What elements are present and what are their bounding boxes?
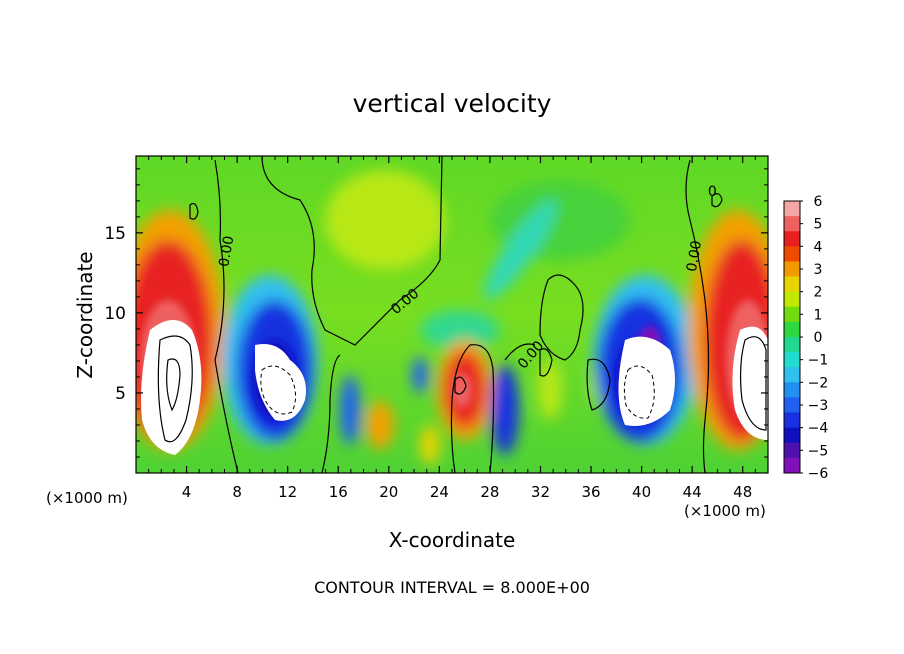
colorbar-swatch bbox=[784, 201, 800, 217]
x-tick-label: 24 bbox=[430, 483, 449, 501]
y-axis: 5 10 15 bbox=[104, 168, 768, 458]
colorbar-label: −6 bbox=[808, 466, 829, 482]
colorbar-label: 4 bbox=[814, 239, 823, 255]
x-tick-label: 20 bbox=[379, 483, 398, 501]
x-tick-label: 44 bbox=[683, 483, 702, 501]
colorbar-swatch bbox=[784, 216, 800, 232]
colorbar-swatch bbox=[784, 457, 800, 474]
contour-interval-note: CONTOUR INTERVAL = 8.000E+00 bbox=[314, 578, 590, 597]
colorbar-swatch bbox=[784, 367, 800, 383]
colorbar-label: −4 bbox=[808, 421, 829, 437]
contour-label: 0.00 bbox=[216, 235, 237, 268]
x-tick-label: 36 bbox=[581, 483, 600, 501]
colorbar-label: 2 bbox=[814, 285, 823, 301]
colorbar-swatch bbox=[784, 442, 800, 459]
x-unit-right: (×1000 m) bbox=[684, 502, 766, 520]
x-tick-label: 4 bbox=[182, 483, 192, 501]
y-tick-label: 15 bbox=[104, 224, 126, 244]
colorbar-label: −2 bbox=[808, 375, 829, 391]
x-tick-label: 12 bbox=[278, 483, 297, 501]
colorbar-swatch bbox=[784, 231, 800, 247]
colorbar-swatch bbox=[784, 382, 800, 398]
colorbar-label: 0 bbox=[814, 330, 823, 346]
x-unit-left: (×1000 m) bbox=[46, 489, 128, 507]
chart-title: vertical velocity bbox=[353, 89, 552, 118]
x-tick-label: 8 bbox=[232, 483, 242, 501]
colorbar-label: 1 bbox=[814, 307, 823, 323]
colorbar: 6 5 4 3 2 1 0 −1 −2 −3 −4 −5 −6 bbox=[783, 194, 829, 482]
y-tick-label: 5 bbox=[115, 384, 126, 404]
y-tick-label: 10 bbox=[104, 304, 126, 324]
colorbar-swatch bbox=[784, 246, 800, 262]
plot-area: 0.000.000.000.000 bbox=[136, 156, 768, 473]
colorbar-label: −3 bbox=[808, 398, 829, 414]
x-tick-label: 48 bbox=[733, 483, 752, 501]
colorbar-label: −5 bbox=[808, 443, 829, 459]
x-tick-label: 40 bbox=[632, 483, 651, 501]
y-axis-label: Z-coordinate bbox=[73, 251, 97, 378]
x-tick-label: 32 bbox=[531, 483, 550, 501]
colorbar-swatch bbox=[784, 321, 800, 338]
contour-label: 0 bbox=[708, 184, 717, 200]
x-axis: 4 8 12 16 20 24 28 32 36 40 44 48 bbox=[148, 156, 756, 501]
colorbar-swatch bbox=[784, 291, 800, 308]
colorbar-swatch bbox=[784, 306, 800, 323]
x-axis-label: X-coordinate bbox=[389, 528, 516, 552]
colorbar-swatch bbox=[784, 337, 800, 353]
x-tick-label: 16 bbox=[329, 483, 348, 501]
colorbar-label: −1 bbox=[808, 353, 829, 369]
colorbar-swatch bbox=[784, 276, 800, 293]
colorbar-swatch bbox=[784, 412, 800, 429]
colorbar-swatch bbox=[784, 397, 800, 414]
colorbar-swatch bbox=[784, 427, 800, 444]
colorbar-label: 6 bbox=[814, 194, 823, 210]
x-tick-label: 28 bbox=[480, 483, 499, 501]
colorbar-label: 3 bbox=[814, 262, 823, 278]
colorbar-swatch bbox=[784, 352, 800, 368]
colorbar-label: 5 bbox=[814, 217, 823, 233]
colorbar-swatch bbox=[784, 261, 800, 278]
contour-label: 0.00 bbox=[684, 239, 705, 272]
